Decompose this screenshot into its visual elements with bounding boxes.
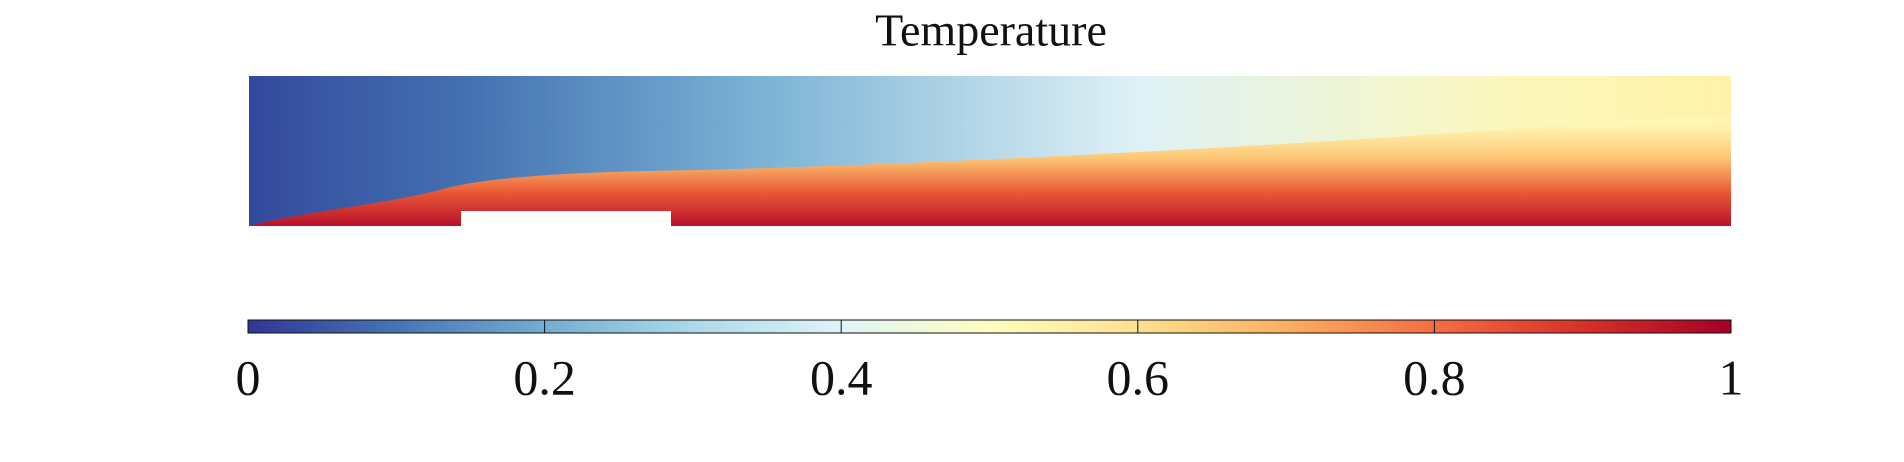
colorbar-tick-label: 0.2: [513, 349, 576, 405]
colorbar-gradient: [247, 319, 1732, 334]
temperature-field: [249, 76, 1731, 227]
colorbar-tick-label: 1: [1719, 349, 1744, 405]
colorbar-tick-label: 0.4: [810, 349, 873, 405]
colorbar: 0 0.2 0.4 0.6 0.8 1: [236, 319, 1744, 405]
colorbar-tick-label: 0.6: [1107, 349, 1170, 405]
hot-boundary-layer: [249, 112, 1731, 226]
colorbar-tick-label: 0: [236, 349, 261, 405]
chart-title: Temperature: [875, 5, 1107, 56]
step-obstacle: [461, 211, 671, 227]
colorbar-tick-label: 0.8: [1403, 349, 1466, 405]
